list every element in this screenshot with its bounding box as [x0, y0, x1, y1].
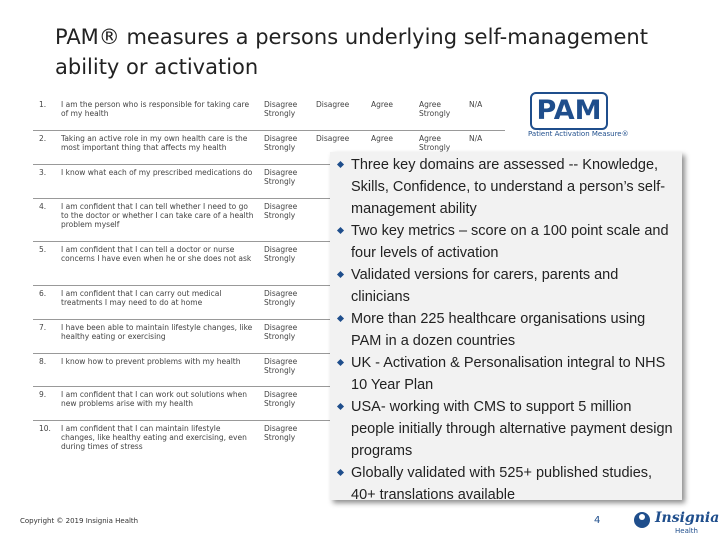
logo-subtitle: Patient Activation Measure®	[528, 130, 629, 138]
table-cell: N/A	[469, 100, 483, 109]
row-separator	[33, 420, 505, 421]
table-cell: Agree Strongly	[419, 134, 451, 152]
table-cell: 2.	[39, 134, 47, 143]
pam-logo: PAM Patient Activation Measure®	[528, 92, 668, 142]
bullet-item: UK - Activation & Personalisation integr…	[334, 352, 678, 396]
table-cell: 8.	[39, 357, 47, 366]
table-cell: Disagree Strongly	[264, 289, 298, 307]
table-cell: 6.	[39, 289, 47, 298]
table-cell: I am confident that I can tell a doctor …	[61, 245, 252, 263]
table-cell: Disagree Strongly	[264, 390, 298, 408]
brand-sub: Health	[675, 527, 698, 535]
bullet-item: USA- working with CMS to support 5 milli…	[334, 396, 678, 462]
table-cell: I know what each of my prescribed medica…	[61, 168, 253, 177]
table-cell: Disagree Strongly	[264, 357, 298, 375]
row-separator	[33, 241, 505, 242]
table-cell: Agree	[371, 134, 394, 143]
row-separator	[33, 353, 505, 354]
table-cell: I am confident that I can work out solut…	[61, 390, 248, 408]
table-cell: N/A	[469, 134, 483, 143]
bullet-item: Three key domains are assessed -- Knowle…	[334, 154, 678, 220]
table-cell: I am the person who is responsible for t…	[61, 100, 250, 118]
brand-name: Insignia	[655, 510, 720, 526]
table-cell: Disagree Strongly	[264, 245, 298, 263]
table-cell: Agree Strongly	[419, 100, 451, 118]
row-separator	[33, 386, 505, 387]
row-separator	[33, 198, 505, 199]
table-cell: I am confident that I can tell whether I…	[61, 202, 254, 229]
table-cell: 9.	[39, 390, 47, 399]
table-cell: Disagree Strongly	[264, 202, 298, 220]
table-cell: Taking an active role in my own health c…	[61, 134, 248, 152]
row-separator	[33, 130, 505, 131]
row-separator	[33, 285, 505, 286]
table-cell: Disagree Strongly	[264, 424, 298, 442]
table-cell: Disagree Strongly	[264, 100, 298, 118]
row-separator	[33, 319, 505, 320]
page-number: 4	[594, 515, 601, 526]
table-cell: I am confident that I can carry out medi…	[61, 289, 222, 307]
table-cell: Disagree Strongly	[264, 168, 298, 186]
brand-icon-dot	[639, 514, 645, 520]
table-cell: I have been able to maintain lifestyle c…	[61, 323, 253, 341]
table-cell: 10.	[39, 424, 51, 433]
logo-name: PAM	[530, 92, 608, 130]
table-cell: Disagree	[316, 134, 350, 143]
table-cell: 1.	[39, 100, 47, 109]
table-cell: I know how to prevent problems with my h…	[61, 357, 241, 366]
questionnaire-table: 1. I am the person who is responsible for…	[33, 96, 505, 464]
table-cell: Disagree Strongly	[264, 134, 298, 152]
table-cell: 4.	[39, 202, 47, 211]
table-cell: Disagree	[316, 100, 350, 109]
bullet-item: More than 225 healthcare organisations u…	[334, 308, 678, 352]
table-cell: I am confident that I can maintain lifes…	[61, 424, 247, 451]
row-separator	[33, 164, 505, 165]
slide-title: PAM® measures a persons underlying self-…	[55, 25, 648, 79]
table-cell: 7.	[39, 323, 47, 332]
bullet-item: Validated versions for carers, parents a…	[334, 264, 678, 308]
table-cell: 5.	[39, 245, 47, 254]
bullet-box: Three key domains are assessed -- Knowle…	[330, 152, 682, 503]
table-cell: Agree	[371, 100, 394, 109]
bullet-list: Three key domains are assessed -- Knowle…	[334, 154, 678, 506]
copyright: Copyright © 2019 Insignia Health	[20, 517, 139, 525]
table-cell: 3.	[39, 168, 47, 177]
bullet-item: Two key metrics – score on a 100 point s…	[334, 220, 678, 264]
bullet-item: Globally validated with 525+ published s…	[334, 462, 678, 506]
table-cell: Disagree Strongly	[264, 323, 298, 341]
